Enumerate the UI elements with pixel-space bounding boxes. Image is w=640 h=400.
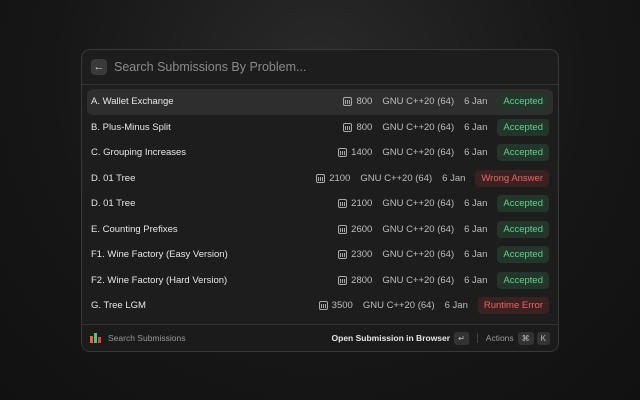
compiler: GNU C++20 (64): [382, 249, 455, 261]
submission-row[interactable]: D. 01 Tree 2100 GNU C++20 (64) 6 Jan Acc…: [87, 191, 553, 217]
submission-date: 6 Jan: [464, 249, 488, 261]
submission-date: 6 Jan: [464, 121, 488, 133]
rating-chart-icon: [338, 224, 348, 234]
compiler: GNU C++20 (64): [382, 198, 455, 210]
problem-rating: 1400: [351, 147, 373, 159]
compiler: GNU C++20 (64): [362, 300, 435, 312]
submission-row[interactable]: G. Tree LGM 3500 GNU C++20 (64) 6 Jan Ru…: [87, 293, 553, 319]
submission-row[interactable]: F1. Wine Factory (Easy Version) 2300 GNU…: [87, 242, 553, 268]
verdict-badge: Accepted: [497, 246, 549, 264]
problem-rating: 3500: [331, 300, 353, 312]
command-window: ← A. Wallet Exchange 800 GNU C++20 (64) …: [81, 49, 559, 352]
problem-title: A. Wallet Exchange: [91, 96, 174, 108]
search-input[interactable]: [114, 60, 514, 74]
verdict-badge: Accepted: [497, 144, 549, 162]
submission-date: 6 Jan: [464, 223, 488, 235]
submission-date: 6 Jan: [444, 300, 468, 312]
submission-row[interactable]: E. Counting Prefixes 2600 GNU C++20 (64)…: [87, 217, 553, 243]
submission-date: 6 Jan: [442, 172, 466, 184]
verdict-badge: Wrong Answer: [475, 169, 549, 187]
footer-title: Search Submissions: [108, 333, 186, 343]
verdict-badge: Accepted: [497, 271, 549, 289]
compiler: GNU C++20 (64): [382, 223, 455, 235]
rating-chart-icon: [338, 148, 348, 158]
problem-title: F2. Wine Factory (Hard Version): [91, 274, 228, 286]
problem-title: B. Plus-Minus Split: [91, 121, 171, 133]
compiler: GNU C++20 (64): [382, 121, 455, 133]
problem-rating: 2600: [351, 223, 373, 235]
submission-row[interactable]: B. Plus-Minus Split 800 GNU C++20 (64) 6…: [87, 115, 553, 141]
rating-chart-icon: [338, 275, 348, 285]
submission-row[interactable]: F2. Wine Factory (Hard Version) 2800 GNU…: [87, 268, 553, 294]
verdict-badge: Accepted: [497, 195, 549, 213]
rating-chart-icon: [343, 97, 353, 107]
search-bar: ←: [82, 50, 558, 85]
open-in-browser-action[interactable]: Open Submission in Browser: [331, 333, 451, 343]
problem-title: D. 01 Tree: [91, 198, 136, 210]
app-logo-icon: [90, 333, 101, 343]
submission-date: 6 Jan: [464, 147, 488, 159]
submission-row[interactable]: C. Grouping Increases 1400 GNU C++20 (64…: [87, 140, 553, 166]
compiler: GNU C++20 (64): [382, 274, 455, 286]
verdict-badge: Runtime Error: [477, 297, 549, 315]
problem-rating: 800: [356, 121, 373, 133]
verdict-badge: Accepted: [497, 220, 549, 238]
verdict-badge: Accepted: [497, 118, 549, 136]
rating-chart-icon: [338, 250, 348, 260]
rating-chart-icon: [318, 301, 328, 311]
actions-button[interactable]: Actions: [485, 333, 514, 343]
problem-title: E. Counting Prefixes: [91, 223, 178, 235]
verdict-badge: Accepted: [497, 93, 549, 111]
problem-title: C. Grouping Increases: [91, 147, 187, 159]
submission-list: A. Wallet Exchange 800 GNU C++20 (64) 6 …: [82, 85, 558, 319]
submission-date: 6 Jan: [464, 198, 488, 210]
back-arrow-icon[interactable]: ←: [91, 59, 107, 75]
problem-rating: 2300: [351, 249, 373, 261]
rating-chart-icon: [338, 199, 348, 209]
rating-chart-icon: [316, 173, 326, 183]
submission-date: 6 Jan: [464, 274, 488, 286]
compiler: GNU C++20 (64): [382, 147, 455, 159]
submission-date: 6 Jan: [464, 96, 488, 108]
rating-chart-icon: [343, 122, 353, 132]
problem-title: F1. Wine Factory (Easy Version): [91, 249, 228, 261]
problem-rating: 2100: [351, 198, 373, 210]
compiler: GNU C++20 (64): [382, 96, 455, 108]
divider: [476, 333, 478, 343]
problem-title: G. Tree LGM: [91, 300, 146, 312]
problem-title: D. 01 Tree: [91, 172, 136, 184]
compiler: GNU C++20 (64): [360, 172, 433, 184]
footer-bar: Search Submissions Open Submission in Br…: [82, 324, 558, 351]
problem-rating: 2100: [329, 172, 351, 184]
cmd-key-hint: ⌘: [517, 331, 534, 345]
enter-key-hint: ↵: [454, 331, 469, 345]
problem-rating: 2800: [351, 274, 373, 286]
submission-row[interactable]: D. 01 Tree 2100 GNU C++20 (64) 6 Jan Wro…: [87, 166, 553, 192]
problem-rating: 800: [356, 96, 373, 108]
k-key-hint: K: [536, 331, 550, 345]
submission-row[interactable]: A. Wallet Exchange 800 GNU C++20 (64) 6 …: [87, 89, 553, 115]
